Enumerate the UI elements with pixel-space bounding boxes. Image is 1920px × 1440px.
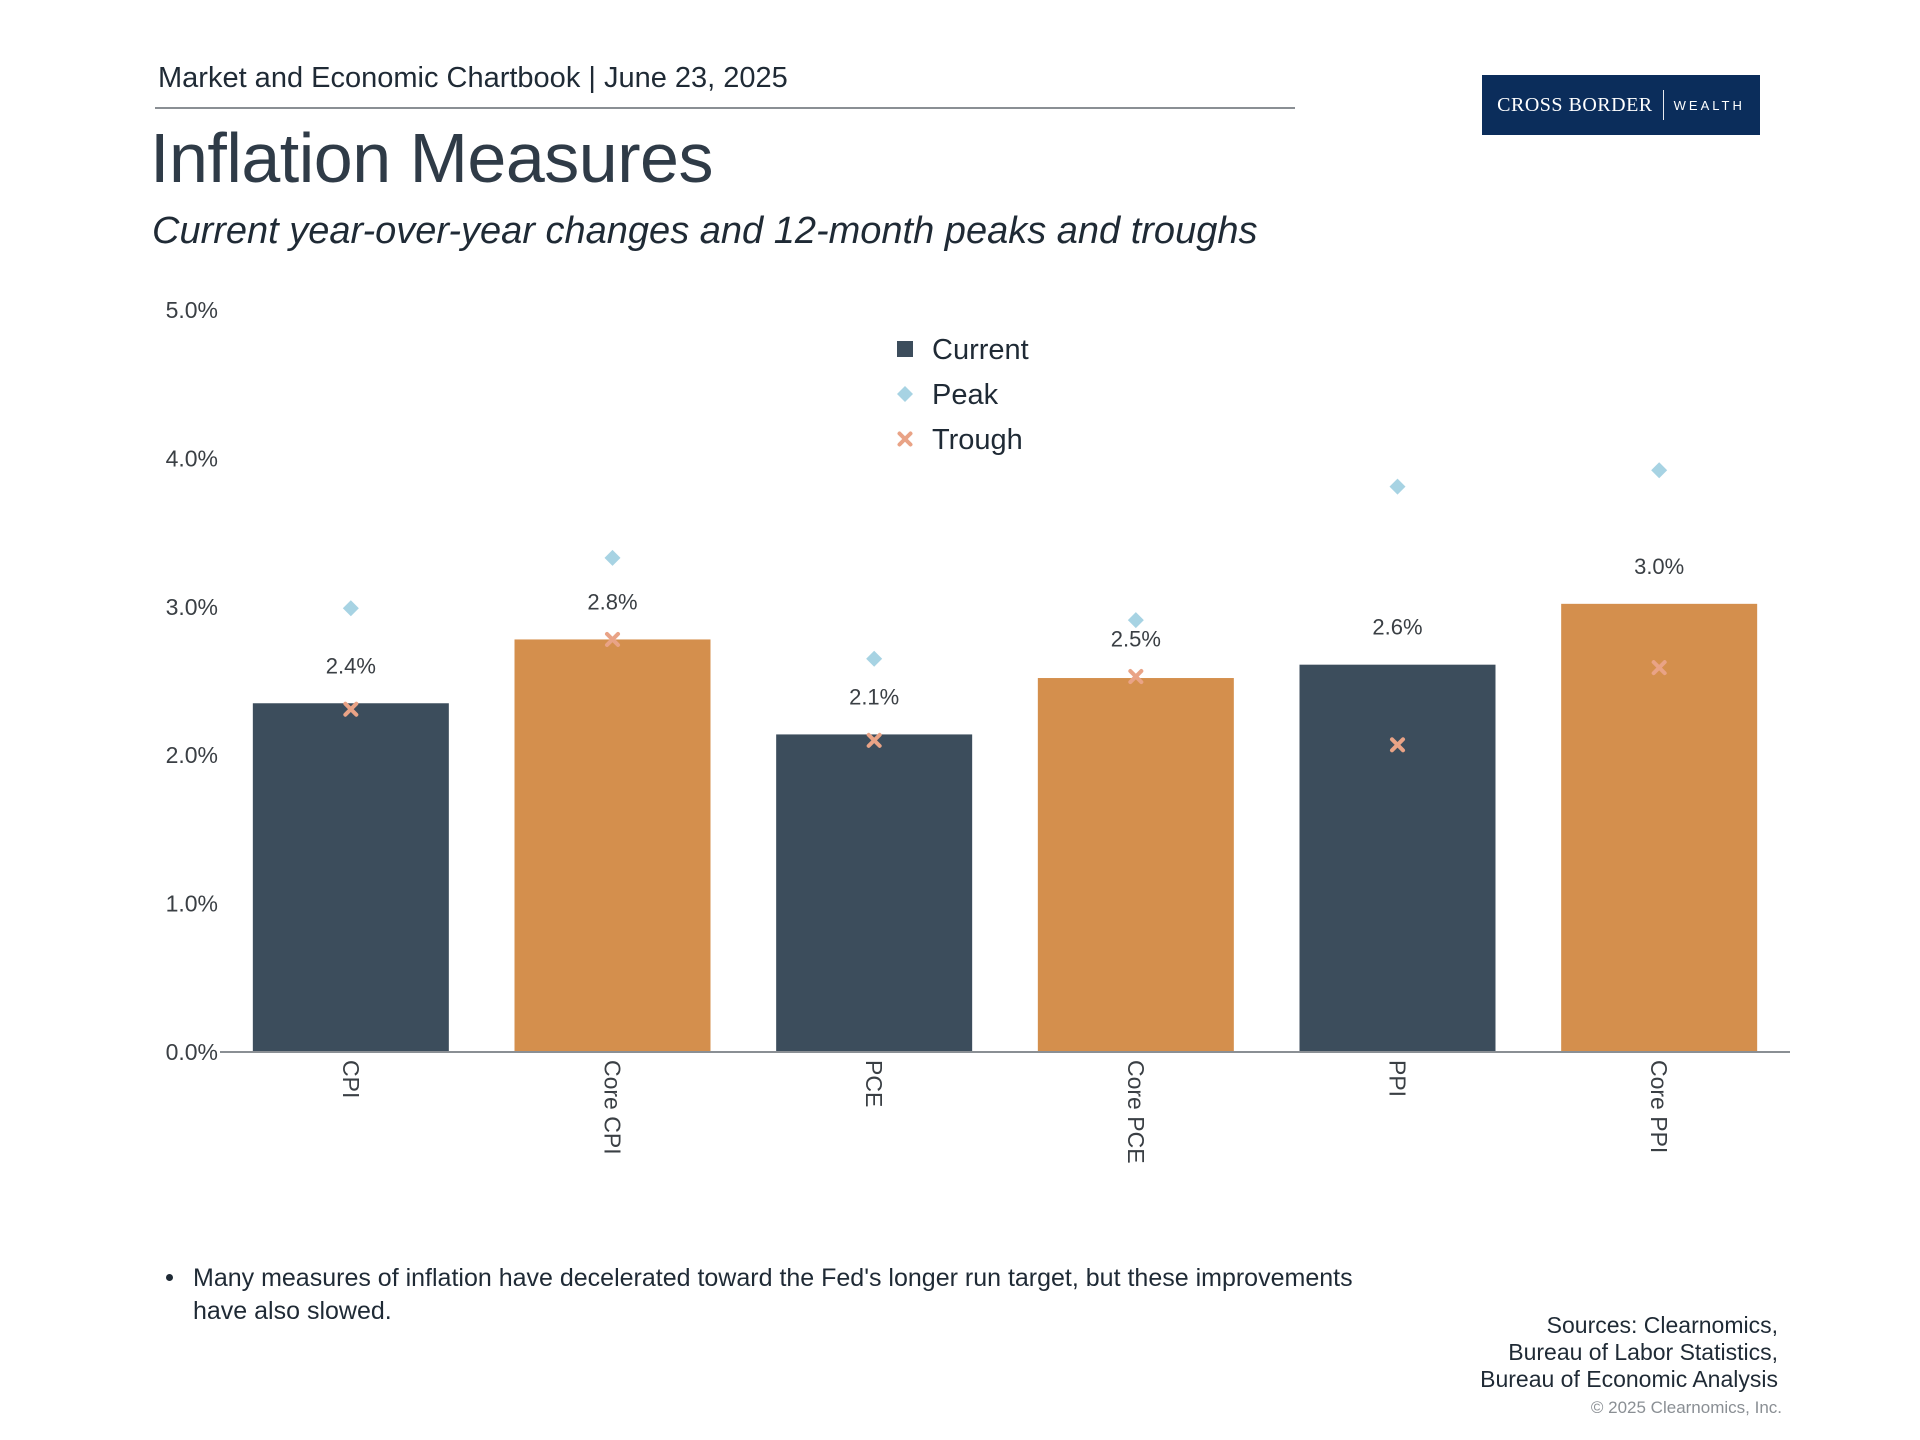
trough-marker bbox=[866, 732, 882, 748]
legend-label: Peak bbox=[932, 379, 999, 411]
data-labels: 2.4% 2.8% 2.1% 2.5% 2.6% 3.0% bbox=[326, 554, 1684, 710]
data-label: 2.8% bbox=[587, 589, 637, 614]
legend-current-swatch bbox=[897, 341, 913, 357]
x-axis: CPI Core CPI PCE Core PCE PPI Core PPI bbox=[220, 1051, 1790, 1164]
data-label: 2.5% bbox=[1111, 627, 1161, 652]
legend-peak-swatch bbox=[897, 386, 913, 402]
trough-marker bbox=[1390, 737, 1405, 753]
peak-marker bbox=[866, 650, 883, 667]
y-tick-label: 2.0% bbox=[166, 742, 218, 768]
trough-marker bbox=[1128, 669, 1144, 685]
trough-stroke bbox=[897, 431, 913, 447]
chartbook-header: Market and Economic Chartbook | June 23,… bbox=[158, 62, 788, 94]
bullet-dot-icon bbox=[166, 1274, 173, 1281]
sources-note: Sources: Clearnomics, Bureau of Labor St… bbox=[1480, 1312, 1778, 1393]
trough-stroke bbox=[605, 631, 620, 647]
trough-stroke bbox=[1651, 660, 1667, 676]
source-line: Sources: Clearnomics, bbox=[1546, 1312, 1778, 1338]
source-line: Bureau of Labor Statistics, bbox=[1508, 1339, 1778, 1365]
x-tick-label: Core CPI bbox=[600, 1060, 626, 1155]
x-tick-label: Core PCE bbox=[1123, 1060, 1149, 1164]
x-tick-label: Core PPI bbox=[1646, 1060, 1672, 1153]
legend-item-peak: Peak bbox=[897, 379, 999, 411]
y-axis: 0.0% 1.0% 2.0% 3.0% 4.0% 5.0% bbox=[166, 297, 218, 1065]
peak-marker bbox=[342, 600, 359, 617]
bar-core-cpi bbox=[514, 639, 711, 1052]
x-tick-label: PCE bbox=[861, 1060, 887, 1107]
data-label: 2.6% bbox=[1372, 615, 1422, 640]
logo-main-text: CROSS BORDER bbox=[1497, 93, 1653, 116]
legend-item-current: Current bbox=[897, 334, 1029, 366]
commentary-bullet: Many measures of inflation have decelera… bbox=[166, 1262, 1406, 1328]
markers bbox=[342, 462, 1668, 753]
legend-trough-swatch bbox=[897, 431, 913, 447]
bar-core-pce bbox=[1037, 678, 1234, 1052]
y-tick-label: 4.0% bbox=[166, 445, 218, 471]
inflation-chart: 0.0% 1.0% 2.0% 3.0% 4.0% 5.0% 2.4% 2.8% 2.1% 2.5… bbox=[166, 297, 1790, 1164]
copyright-note: © 2025 Clearnomics, Inc. bbox=[1590, 1398, 1782, 1417]
bar-ppi bbox=[1299, 664, 1496, 1052]
bar-cpi bbox=[252, 703, 449, 1052]
peak-marker bbox=[604, 549, 621, 566]
y-tick-label: 5.0% bbox=[166, 297, 218, 323]
peak-marker bbox=[1127, 612, 1144, 629]
peak-marker bbox=[1389, 478, 1406, 495]
y-tick-label: 1.0% bbox=[166, 891, 218, 917]
header-divider bbox=[155, 107, 1295, 109]
trough-stroke bbox=[866, 732, 882, 748]
commentary-text: Many measures of inflation have decelera… bbox=[193, 1264, 1353, 1325]
trough-stroke bbox=[1128, 669, 1144, 685]
trough-marker bbox=[343, 701, 359, 717]
trough-stroke bbox=[1390, 737, 1405, 753]
page-title: Inflation Measures bbox=[150, 119, 713, 197]
source-line: Bureau of Economic Analysis bbox=[1480, 1366, 1778, 1392]
logo-separator bbox=[1662, 90, 1664, 120]
bars bbox=[252, 603, 1758, 1052]
data-label: 2.1% bbox=[849, 684, 899, 709]
company-logo: CROSS BORDER WEALTH bbox=[1482, 75, 1760, 135]
y-tick-label: 0.0% bbox=[166, 1039, 218, 1065]
logo-sub-text: WEALTH bbox=[1673, 97, 1745, 113]
legend-label: Current bbox=[932, 334, 1029, 366]
peak-marker bbox=[1651, 462, 1668, 479]
x-tick-label: PPI bbox=[1385, 1060, 1411, 1097]
data-label: 3.0% bbox=[1634, 554, 1684, 579]
trough-stroke bbox=[343, 701, 359, 717]
y-tick-label: 3.0% bbox=[166, 594, 218, 620]
trough-marker bbox=[1651, 660, 1667, 676]
bar-pce bbox=[776, 734, 973, 1052]
page-subtitle: Current year-over-year changes and 12-mo… bbox=[152, 210, 1258, 252]
trough-marker bbox=[605, 631, 620, 647]
bar-core-ppi bbox=[1561, 603, 1758, 1052]
x-tick-label: CPI bbox=[338, 1060, 364, 1098]
legend-label: Trough bbox=[932, 424, 1023, 456]
data-label: 2.4% bbox=[326, 653, 376, 678]
legend-item-trough: Trough bbox=[897, 424, 1023, 456]
chart-legend: Current Peak Trough bbox=[897, 334, 1029, 456]
